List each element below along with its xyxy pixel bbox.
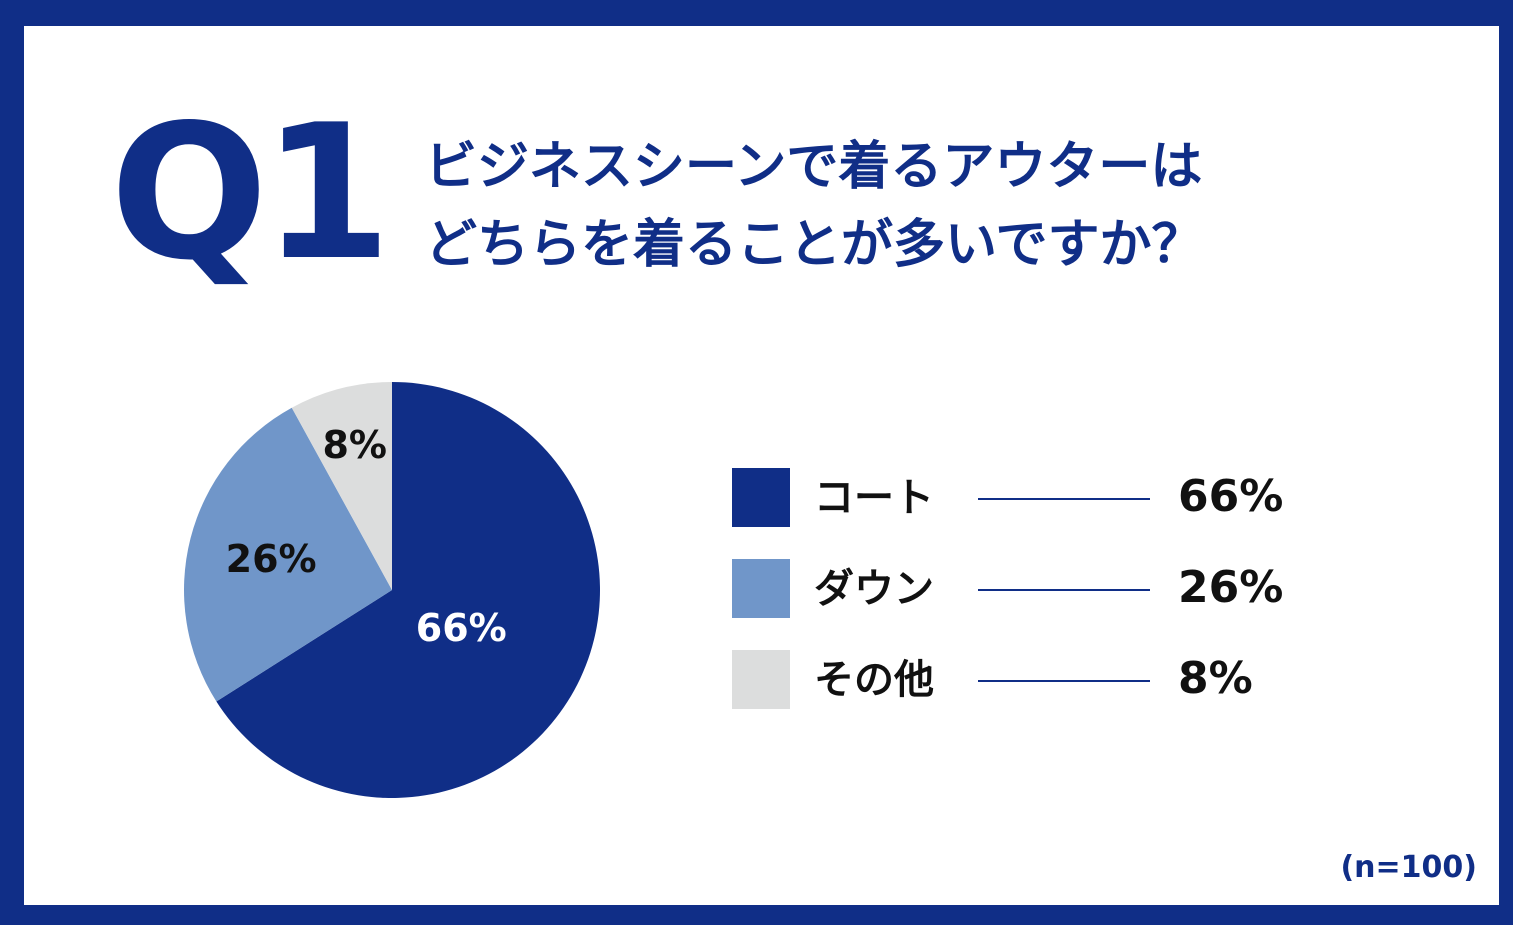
legend-leader-line-coat [978,498,1150,500]
pie-slice-coat [216,382,600,799]
legend-label-coat: コート [814,475,934,521]
pie-label-coat: 66% [416,606,507,650]
pie-slice-other [291,382,392,590]
legend-swatch-other [732,650,790,709]
pie-slice-down [184,407,392,702]
question-line-1: ビジネスシーンで着るアウターは [425,137,1203,197]
question-line-2: どちらを着ることが多いですか？ [425,215,1204,275]
pie-label-other: 8% [322,423,387,467]
legend-item-coat: コート 66% [732,468,1332,559]
legend-item-other: その他 8% [732,650,1332,741]
legend-swatch-coat [732,468,790,527]
question-number: Q1 [110,84,392,301]
legend-value-other: 8% [1178,653,1253,704]
legend-swatch-down [732,559,790,618]
sample-size-note: (n=100) [1340,850,1477,885]
question-title: ビジネスシーンで着るアウターは どちらを着ることが多いですか？ [425,128,1425,284]
legend-value-coat: 66% [1178,471,1284,522]
legend-leader-line-down [978,589,1150,591]
legend-label-down: ダウン [814,566,934,612]
legend-item-down: ダウン 26% [732,559,1332,650]
pie-label-down: 26% [226,537,317,581]
legend-value-down: 26% [1178,562,1284,613]
pie-slices [184,382,600,799]
legend-label-other: その他 [814,657,934,703]
legend-leader-line-other [978,680,1150,682]
legend: コート 66% ダウン 26% その他 8% [732,468,1332,741]
pie-labels: 66% 26% 8% [226,423,507,650]
